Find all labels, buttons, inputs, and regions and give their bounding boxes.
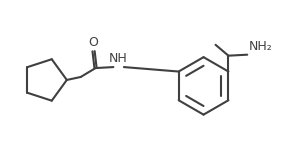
Text: O: O: [89, 36, 99, 49]
Text: NH₂: NH₂: [249, 40, 273, 53]
Text: NH: NH: [109, 52, 128, 65]
